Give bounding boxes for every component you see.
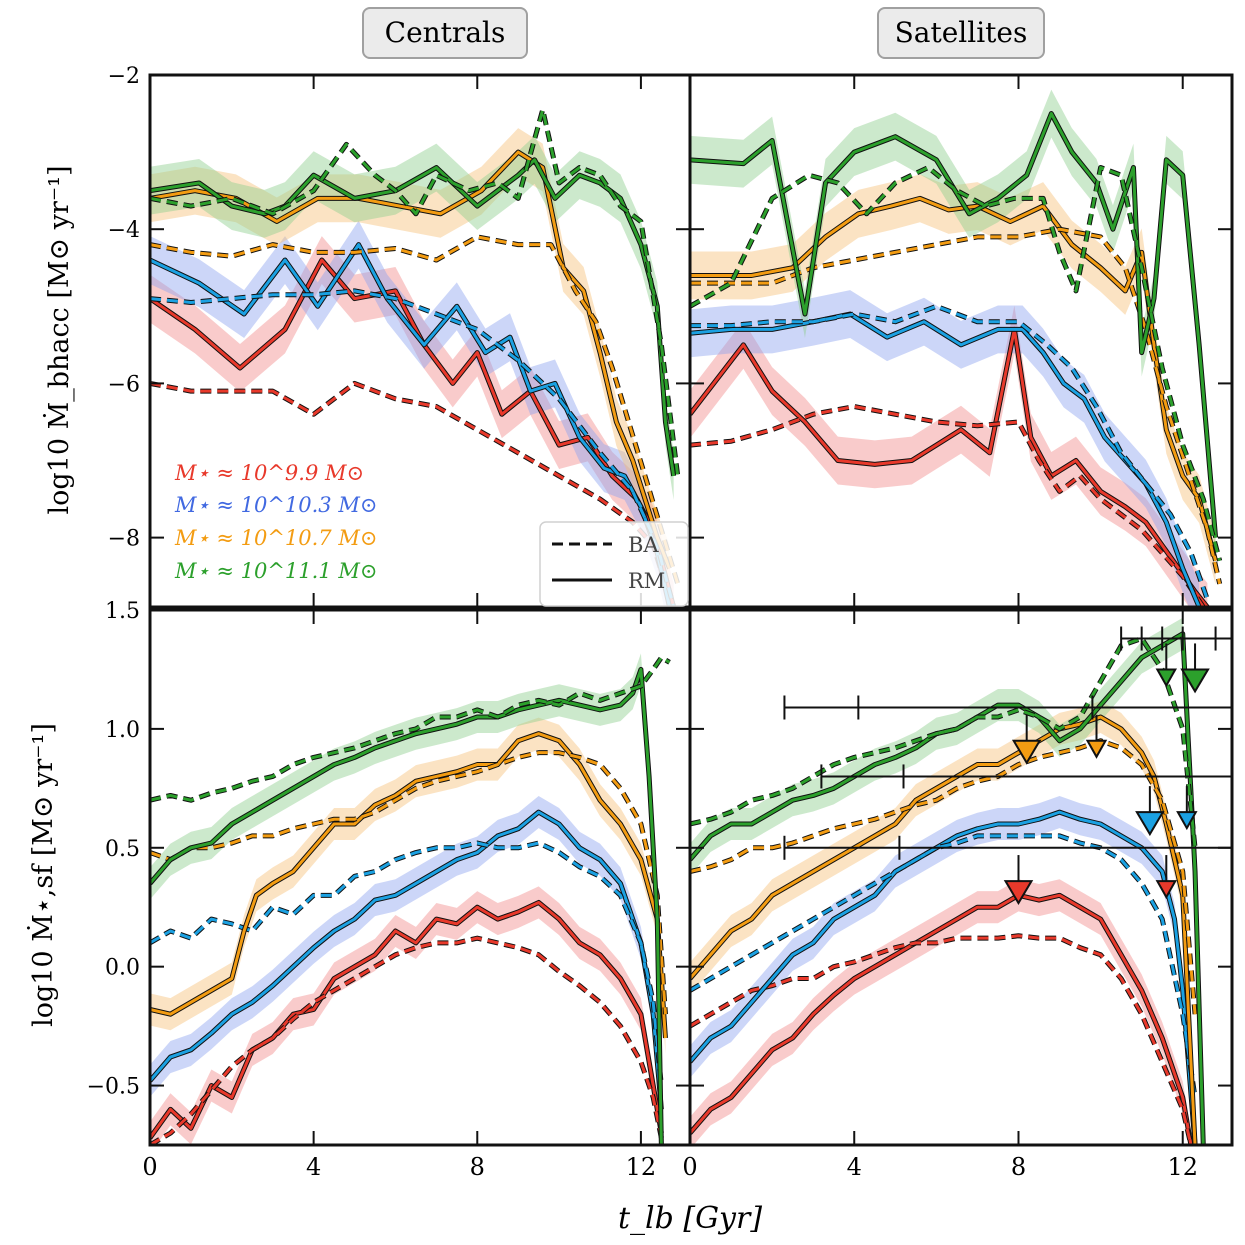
- legend-mass-3: M⋆ ≈ 10^10.7 M⊙: [174, 526, 377, 550]
- band-3: [690, 796, 1196, 1145]
- marker-triangle-1: [1003, 880, 1034, 906]
- series-line-4: [150, 841, 663, 1086]
- legend-mass-2: M⋆ ≈ 10^10.3 M⊙: [174, 493, 377, 517]
- series-line-4: [690, 834, 1197, 1098]
- x-tick-label-4-3: 8: [1011, 1153, 1026, 1181]
- marker-triangle-8: [1180, 668, 1210, 694]
- series-line-8: [690, 166, 1222, 562]
- series-line-3: [150, 810, 663, 1110]
- series-line-3: [150, 243, 672, 607]
- legend-mass-4: M⋆ ≈ 10^11.1 M⊙: [174, 559, 377, 583]
- series-line-8: [690, 637, 1197, 848]
- band-3: [150, 220, 670, 607]
- band-7: [150, 653, 662, 1145]
- band-1: [690, 879, 1191, 1145]
- series-outline-2: [690, 933, 1194, 1145]
- title-satellites-text: Satellites: [895, 16, 1028, 49]
- x-tick-label-4-4: 12: [1167, 1153, 1198, 1181]
- x-tick-label-3-2: 4: [306, 1153, 321, 1181]
- band-5: [150, 128, 670, 593]
- series-line-7: [690, 112, 1218, 538]
- series-line-1: [150, 900, 663, 1139]
- series-line-4: [150, 289, 676, 607]
- legend-ba-label: BA: [628, 533, 659, 557]
- title-satellites: Satellites: [877, 7, 1045, 59]
- y-tick-label-1-2: −4: [108, 218, 140, 243]
- marker-triangle-4: [1176, 811, 1198, 831]
- series-line-7: [150, 667, 663, 1145]
- series-line-5: [690, 196, 1218, 562]
- x-tick-label-4-1: 0: [682, 1153, 697, 1181]
- series-line-5: [150, 150, 671, 570]
- series-line-2: [150, 936, 663, 1145]
- band-1: [150, 236, 674, 607]
- series-line-4: [690, 304, 1209, 600]
- series-line-3: [690, 810, 1197, 1145]
- legend-line-styles: BA RM: [539, 521, 689, 607]
- band-3: [690, 290, 1200, 607]
- y-axis-label-bottom: log10 Ṁ⋆,sf [M⊙ yr⁻¹]: [26, 723, 59, 1027]
- panel-satellites-sfr: [690, 617, 1232, 1145]
- title-centrals: Centrals: [362, 7, 528, 59]
- y-tick-label-3-1: 1.5: [105, 599, 140, 624]
- band-1: [690, 305, 1208, 607]
- series-line-2: [690, 405, 1205, 607]
- y-tick-label-1-3: −6: [108, 372, 140, 397]
- band-5: [690, 700, 1196, 1145]
- x-tick-label-4-2: 4: [847, 1153, 862, 1181]
- band-7: [150, 135, 674, 500]
- legend-rm-label: RM: [628, 569, 665, 593]
- x-tick-label-3-1: 0: [142, 1153, 157, 1181]
- y-tick-label-1-4: −8: [108, 527, 140, 552]
- band-5: [690, 174, 1216, 585]
- series-line-1: [690, 893, 1193, 1145]
- y-tick-label-3-2: 1.0: [105, 718, 140, 743]
- legend-mass-bins: M⋆ ≈ 10^9.9 M⊙ M⋆ ≈ 10^10.3 M⊙ M⋆ ≈ 10^1…: [174, 461, 377, 583]
- series-line-6: [690, 739, 1197, 1015]
- y-axis-label-top: log10 Ṁ_bhacc [M⊙ yr⁻¹]: [42, 165, 75, 514]
- y-tick-label-3-5: −0.5: [87, 1075, 140, 1100]
- y-tick-label-3-3: 0.5: [105, 837, 140, 862]
- panel-satellites-bhacc: [690, 89, 1223, 607]
- series-line-8: [150, 108, 680, 477]
- marker-triangle-2: [1155, 880, 1178, 900]
- x-axis-label: t_lb [Gyr]: [618, 1201, 762, 1236]
- legend-mass-1: M⋆ ≈ 10^9.9 M⊙: [174, 461, 364, 485]
- marker-triangle-3: [1135, 811, 1165, 837]
- series-line-6: [150, 235, 680, 585]
- y-tick-label-3-4: 0.0: [105, 956, 140, 981]
- title-centrals-text: Centrals: [385, 16, 506, 49]
- series-line-5: [150, 732, 667, 1039]
- marker-triangle-5: [1011, 739, 1042, 765]
- series-line-7: [690, 632, 1205, 1145]
- marker-triangle-7: [1155, 668, 1178, 688]
- panel-centrals-bhacc: [150, 107, 681, 607]
- axes: −2 −4 −6 −8 0 4 8 12 1.5 1.0 0.5 0.0 −0.5 0 4 8 12: [87, 64, 1234, 1181]
- series-line-8: [150, 656, 671, 802]
- y-tick-label-1-1: −2: [108, 64, 140, 89]
- x-tick-label-3-4: 12: [626, 1153, 657, 1181]
- axes-frame-2: [688, 73, 1234, 609]
- axes-frame-4: [688, 608, 1234, 1147]
- series-line-2: [690, 934, 1193, 1145]
- series-line-6: [150, 751, 667, 1015]
- marker-triangle-6: [1085, 739, 1108, 759]
- panel-centrals-sfr: [150, 653, 671, 1145]
- band-7: [690, 617, 1204, 1145]
- x-tick-label-3-3: 8: [470, 1153, 485, 1181]
